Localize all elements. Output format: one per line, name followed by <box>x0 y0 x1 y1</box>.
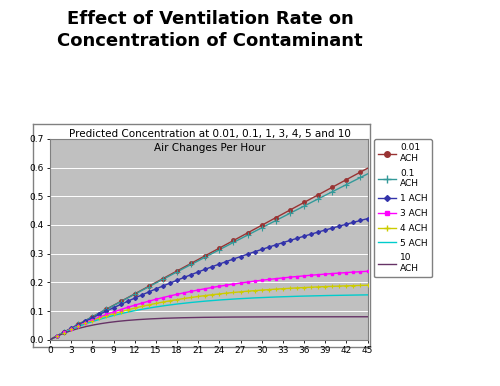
Text: Effect of Ventilation Rate on
Concentration of Contaminant: Effect of Ventilation Rate on Concentrat… <box>57 10 363 50</box>
Legend: 0.01
ACH, 0.1
ACH, 1 ACH, 3 ACH, 4 ACH, 5 ACH, 10
ACH: 0.01 ACH, 0.1 ACH, 1 ACH, 3 ACH, 4 ACH, … <box>374 139 432 278</box>
Text: Predicted Concentration at 0.01, 0.1, 1, 3, 4, 5 and 10
Air Changes Per Hour: Predicted Concentration at 0.01, 0.1, 1,… <box>69 129 351 152</box>
